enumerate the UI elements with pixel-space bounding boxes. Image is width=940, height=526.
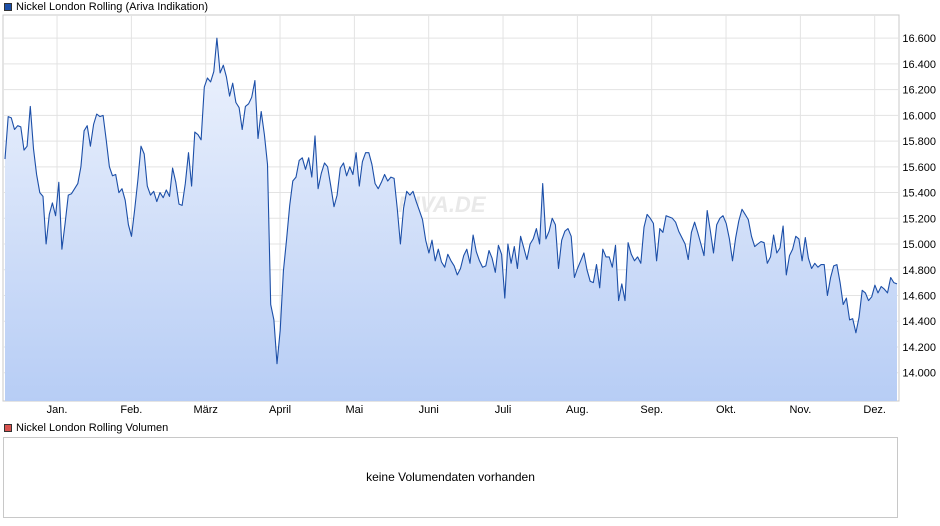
x-tick-label: März [193, 404, 217, 416]
y-tick-label: 15.400 [902, 188, 936, 200]
x-tick-label: Juli [495, 404, 512, 416]
volume-legend: Nickel London Rolling Volumen [4, 421, 168, 435]
price-legend-swatch [4, 3, 12, 11]
x-tick-label: Feb. [120, 404, 142, 416]
x-tick-label: Jan. [47, 404, 68, 416]
x-tick-label: Juni [419, 404, 439, 416]
x-tick-label: Sep. [640, 404, 663, 416]
x-tick-label: April [269, 404, 291, 416]
y-tick-label: 16.400 [902, 59, 936, 71]
volume-legend-swatch [4, 424, 12, 432]
volume-empty-message: keine Volumendaten vorhanden [366, 470, 535, 484]
watermark: ARIVA.DE [381, 192, 487, 217]
price-legend-label: Nickel London Rolling (Ariva Indikation) [16, 1, 208, 13]
x-tick-label: Mai [345, 404, 363, 416]
y-tick-label: 16.200 [902, 85, 936, 97]
volume-panel: keine Volumendaten vorhanden [3, 437, 898, 518]
y-tick-label: 15.200 [902, 213, 936, 225]
series-area [5, 38, 897, 401]
y-tick-label: 14.400 [902, 316, 936, 328]
y-tick-label: 14.200 [902, 342, 936, 354]
price-legend: Nickel London Rolling (Ariva Indikation) [4, 0, 208, 14]
x-tick-label: Okt. [716, 404, 736, 416]
series-line [4, 37, 898, 365]
y-tick-label: 16.000 [902, 110, 936, 122]
series-layer [4, 37, 898, 401]
y-tick-label: 15.800 [902, 136, 936, 148]
y-tick-label: 14.800 [902, 265, 936, 277]
x-tick-label: Dez. [863, 404, 886, 416]
y-tick-label: 14.600 [902, 290, 936, 302]
x-tick-label: Aug. [566, 404, 589, 416]
axis-labels: 14.000 14.200 14.400 14.600 14.800 15.000 15.2… [47, 33, 936, 416]
x-tick-label: Nov. [789, 404, 811, 416]
price-chart: ARIVA.DE 14.00014.20014.40014.60014.8001… [2, 14, 936, 416]
y-tick-label: 15.000 [902, 239, 936, 251]
y-tick-label: 16.600 [902, 33, 936, 45]
y-tick-label: 15.600 [902, 162, 936, 174]
y-tick-label: 14.000 [902, 368, 936, 380]
volume-legend-label: Nickel London Rolling Volumen [16, 422, 169, 434]
